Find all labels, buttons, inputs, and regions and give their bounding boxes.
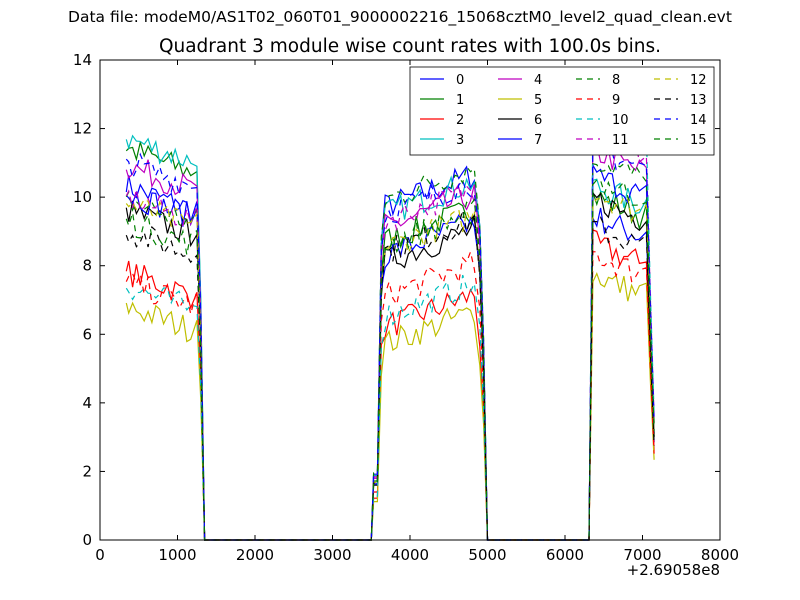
legend-label-5: 5 bbox=[534, 93, 542, 108]
legend-label-8: 8 bbox=[612, 73, 620, 88]
series-line-14 bbox=[125, 135, 655, 541]
series-line-6 bbox=[125, 191, 655, 541]
y-tick-label: 10 bbox=[73, 188, 92, 206]
legend-label-6: 6 bbox=[534, 113, 542, 128]
series-line-5 bbox=[125, 272, 655, 541]
series-line-4 bbox=[125, 136, 655, 541]
x-tick-label: 1000 bbox=[158, 546, 196, 564]
legend-label-2: 2 bbox=[456, 113, 464, 128]
x-tick-label: 5000 bbox=[468, 546, 506, 564]
y-tick-label: 2 bbox=[82, 462, 92, 480]
series-line-12 bbox=[125, 195, 655, 541]
legend-label-13: 13 bbox=[690, 93, 707, 108]
y-tick-label: 4 bbox=[82, 394, 92, 412]
legend-label-14: 14 bbox=[690, 113, 707, 128]
legend-label-15: 15 bbox=[690, 133, 707, 148]
y-tick-label: 6 bbox=[82, 325, 92, 343]
x-tick-label: 8000 bbox=[701, 546, 739, 564]
legend-label-0: 0 bbox=[456, 73, 464, 88]
chart-title: Quadrant 3 module wise count rates with … bbox=[158, 36, 662, 57]
series-line-2 bbox=[125, 229, 655, 541]
x-axis-offset-label: +2.69058e8 bbox=[626, 561, 720, 579]
legend-label-7: 7 bbox=[534, 133, 542, 148]
y-tick-label: 12 bbox=[73, 120, 92, 138]
x-tick-label: 4000 bbox=[391, 546, 429, 564]
x-tick-label: 2000 bbox=[236, 546, 274, 564]
legend-label-1: 1 bbox=[456, 93, 464, 108]
series-line-11 bbox=[125, 132, 655, 541]
series-line-8 bbox=[125, 163, 655, 541]
legend-label-11: 11 bbox=[612, 133, 629, 148]
x-tick-label: 3000 bbox=[313, 546, 351, 564]
legend-label-10: 10 bbox=[612, 113, 629, 128]
legend-label-12: 12 bbox=[690, 73, 707, 88]
y-tick-label: 8 bbox=[82, 257, 92, 275]
series-line-10 bbox=[125, 115, 655, 541]
x-tick-label: 0 bbox=[95, 546, 105, 564]
x-tick-label: 6000 bbox=[546, 546, 584, 564]
legend-label-4: 4 bbox=[534, 73, 542, 88]
y-tick-label: 14 bbox=[73, 51, 92, 69]
legend-label-9: 9 bbox=[612, 93, 620, 108]
series-line-0 bbox=[125, 165, 655, 541]
series-line-7 bbox=[125, 163, 655, 541]
legend-box bbox=[409, 66, 715, 156]
series-line-15 bbox=[125, 179, 655, 541]
y-tick-label: 0 bbox=[82, 531, 92, 549]
legend-label-3: 3 bbox=[456, 133, 464, 148]
series-line-9 bbox=[125, 249, 655, 541]
x-tick-label: 7000 bbox=[623, 546, 661, 564]
figure-suptitle: Data file: modeM0/AS1T02_060T01_90000022… bbox=[68, 8, 732, 26]
